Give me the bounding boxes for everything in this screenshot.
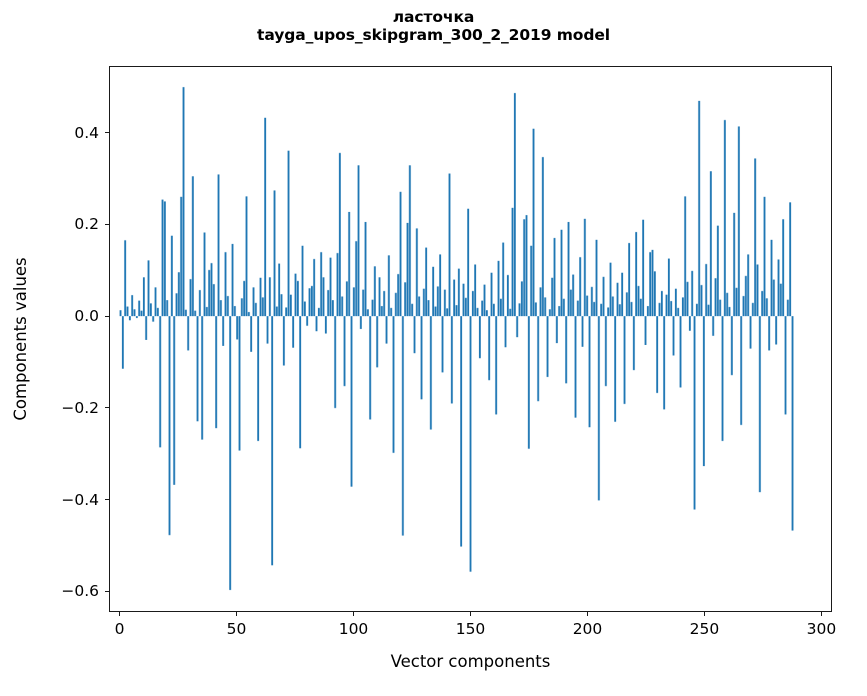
- x-tick-mark: [119, 612, 121, 617]
- y-tick-mark: [104, 499, 109, 501]
- x-tick-label: 200: [572, 620, 603, 638]
- x-tick-label: 300: [806, 620, 837, 638]
- y-tick-label: 0.0: [74, 307, 99, 326]
- chart-title-line2: tayga_upos_skipgram_300_2_2019 model: [257, 26, 610, 45]
- y-tick-label: 0.4: [74, 123, 99, 142]
- y-tick-mark: [104, 132, 109, 134]
- y-tick-label: 0.2: [74, 215, 99, 234]
- x-tick-mark: [353, 612, 355, 617]
- y-tick-mark: [104, 407, 109, 409]
- y-axis-label: Components values: [11, 257, 30, 421]
- x-tick-mark: [470, 612, 472, 617]
- y-tick-mark: [104, 223, 109, 225]
- bar-series-canvas: [110, 67, 831, 611]
- x-tick-label: 250: [689, 620, 720, 638]
- x-tick-mark: [586, 612, 589, 617]
- chart-title: ласточка tayga_upos_skipgram_300_2_2019 …: [0, 8, 867, 45]
- x-tick-mark: [236, 612, 238, 617]
- x-tick-label: 50: [226, 620, 247, 638]
- y-tick-label: −0.4: [61, 490, 99, 509]
- y-tick-label: −0.2: [61, 398, 99, 417]
- chart-title-line1: ласточка: [392, 8, 475, 26]
- x-tick-label: 150: [455, 620, 486, 638]
- plot-axes: [109, 66, 832, 612]
- y-tick-mark: [104, 590, 109, 592]
- x-axis-label: Vector components: [390, 652, 551, 671]
- x-tick-label: 100: [338, 620, 369, 638]
- x-tick-label: 0: [114, 620, 125, 638]
- x-tick-mark: [820, 612, 823, 617]
- y-tick-label: −0.6: [61, 582, 99, 601]
- y-tick-mark: [104, 315, 109, 317]
- x-tick-mark: [703, 612, 706, 617]
